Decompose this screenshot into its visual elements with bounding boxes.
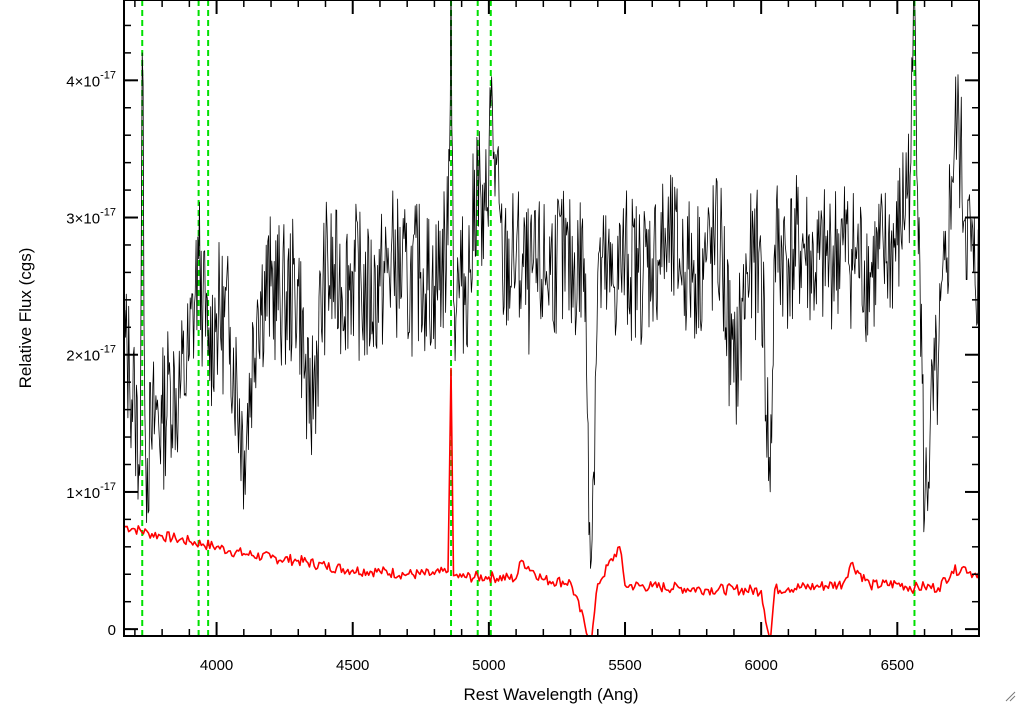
x-tick-label: 6000 (744, 657, 777, 674)
x-tick-label: 4500 (336, 657, 369, 674)
y-tick-label: 0 (108, 622, 116, 639)
x-tick-label: 5500 (608, 657, 641, 674)
x-axis-label: Rest Wavelength (Ang) (463, 685, 638, 704)
y-tick-label: 3×10-17 (66, 207, 116, 228)
x-tick-label: 4000 (200, 657, 233, 674)
tick-marks (124, 0, 980, 636)
series-layer (124, 0, 979, 636)
x-tick-label: 6500 (881, 657, 914, 674)
error-spectrum-line (124, 367, 979, 636)
y-tick-label: 1×10-17 (66, 481, 116, 502)
x-tick-label: 5000 (472, 657, 505, 674)
flux-spectrum-line (124, 0, 979, 569)
y-axis-label: Relative Flux (cgs) (16, 248, 35, 389)
y-tick-labels: 0 1×10-17 2×10-17 3×10-17 4×10-17 (66, 69, 116, 639)
emission-line-markers (141, 0, 916, 636)
x-tick-labels: 4000 4500 5000 5500 6000 6500 (200, 657, 914, 674)
y-tick-label: 4×10-17 (66, 69, 116, 90)
plot-frame (123, 0, 980, 637)
y-tick-label: 2×10-17 (66, 344, 116, 365)
resize-grip-icon[interactable] (1004, 690, 1016, 702)
